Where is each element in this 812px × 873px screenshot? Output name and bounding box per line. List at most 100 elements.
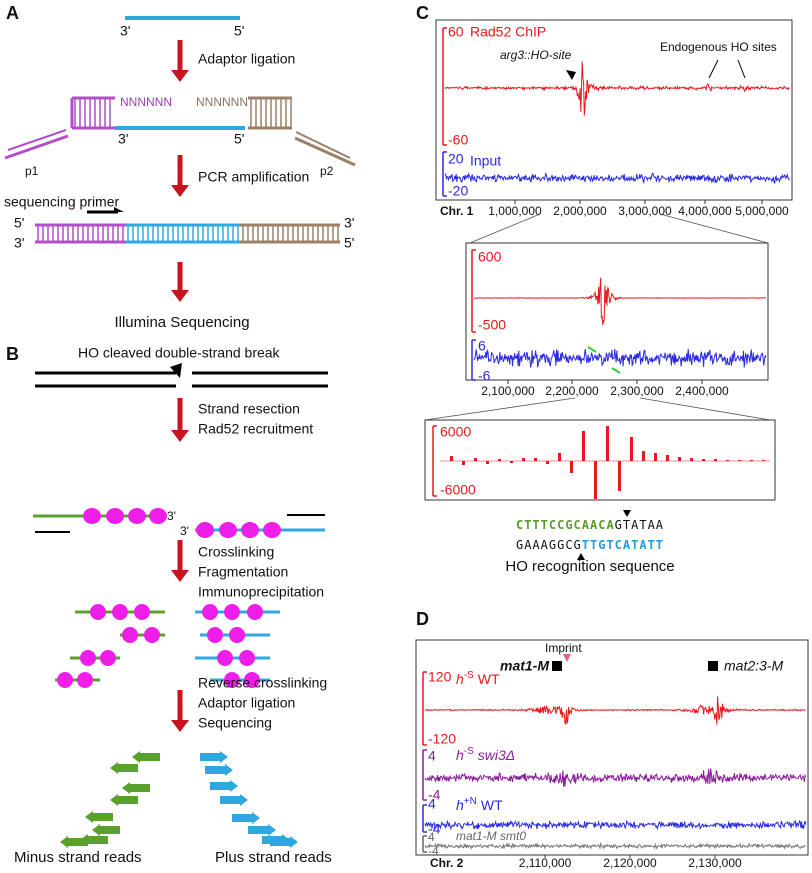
y-tick-label: 20 <box>448 151 464 167</box>
end-label: 3' <box>118 131 128 147</box>
step-text: Adaptor ligation <box>198 695 295 711</box>
primer <box>4 134 69 160</box>
zoom-line <box>424 397 576 421</box>
pointer <box>708 59 719 79</box>
track-part: -S <box>464 670 474 681</box>
pointer <box>566 70 576 80</box>
bar-shape <box>702 459 705 461</box>
frame <box>465 242 769 381</box>
rad52 <box>90 604 106 620</box>
y-tick-label: 4 <box>428 830 435 844</box>
pointer <box>577 553 585 560</box>
bar-shape <box>510 461 513 463</box>
step-text: Immunoprecipitation <box>198 584 324 600</box>
layout <box>4 16 809 858</box>
title: HO cleaved double-strand break <box>78 345 281 361</box>
rad52 <box>244 672 260 688</box>
track-name: h-S WT <box>456 670 500 687</box>
bar-shape <box>606 426 609 461</box>
annotation: arg3::HO-site <box>500 48 572 62</box>
bar-shape <box>546 461 549 464</box>
read <box>200 751 228 763</box>
track-part: WT <box>481 797 503 813</box>
y-tick-label: -6 <box>478 368 491 384</box>
y-tick-label: -6000 <box>440 482 476 498</box>
x-tick-label: 5,000,000 <box>735 204 789 218</box>
rad52 <box>134 604 150 620</box>
zoom-line <box>469 213 541 244</box>
end-label: 5' <box>234 23 244 39</box>
bar-shape <box>486 461 489 464</box>
rad52 <box>247 604 263 620</box>
seq-primer-head <box>114 207 124 212</box>
step-arrow-head <box>171 185 189 197</box>
step-text: Sequencing <box>198 715 272 731</box>
frame <box>424 419 776 501</box>
read <box>248 824 276 836</box>
bar-shape <box>582 431 585 461</box>
panel-label: D <box>416 609 429 629</box>
bar-shape <box>726 460 729 461</box>
signal-trace <box>473 348 767 368</box>
read <box>85 811 113 823</box>
signal-trace <box>444 61 790 116</box>
bar-shape <box>522 458 525 461</box>
seq-part: TTGTCATATT <box>582 538 664 552</box>
y-tick-label: -60 <box>448 132 468 148</box>
rad52 <box>229 627 245 643</box>
track-part: swi3Δ <box>478 747 515 763</box>
y-tick-label: -120 <box>428 731 456 747</box>
rad52 <box>263 522 281 538</box>
x-tick-label: 1,000,000 <box>488 204 542 218</box>
step-text: PCR amplification <box>198 169 309 185</box>
step-arrow-head <box>171 70 189 82</box>
y-tick-label: -4 <box>428 844 439 858</box>
bar-shape <box>714 459 717 461</box>
end-label: 3' <box>344 215 354 231</box>
track-part: WT <box>478 671 500 687</box>
bar-shape <box>498 459 501 461</box>
signal-trace <box>424 841 806 850</box>
pointer <box>737 59 746 79</box>
read <box>205 764 233 776</box>
end-label: 5' <box>344 235 354 251</box>
bar-shape <box>690 458 693 461</box>
bar-shape <box>474 458 477 461</box>
rad52 <box>196 522 214 538</box>
n-label: NNNNNN <box>120 95 172 109</box>
x-tick-label: 2,110,000 <box>519 856 572 870</box>
track-name: mat1-M smt0 <box>456 829 526 843</box>
x-tick-label: 3,000,000 <box>618 204 672 218</box>
annotation: Endogenous HO sites <box>660 40 777 54</box>
bar-shape <box>570 461 573 473</box>
signal-trace <box>424 696 806 726</box>
y-tick-label: 600 <box>478 249 502 265</box>
chrom-label: Chr. 2 <box>430 856 464 870</box>
x-tick-label: 4,000,000 <box>678 204 732 218</box>
panel-label: A <box>6 3 19 23</box>
chrom-label: Chr. 1 <box>440 204 474 218</box>
locus-label: mat2:3-M <box>724 658 783 674</box>
step-arrow-head <box>171 570 189 582</box>
bar-shape <box>594 461 597 499</box>
primer-label: p1 <box>25 164 39 178</box>
rad52 <box>224 672 240 688</box>
step-arrow-head <box>171 430 189 442</box>
bar-shape <box>618 461 621 491</box>
rad52 <box>241 522 259 538</box>
rad52 <box>112 604 128 620</box>
locus-label: mat1-M <box>500 658 549 674</box>
locus-box <box>552 661 562 671</box>
caption: Plus strand reads <box>215 849 332 866</box>
panel-label: B <box>6 344 19 364</box>
rad52 <box>122 627 138 643</box>
track-part: -S <box>464 746 474 757</box>
bar-shape <box>738 460 741 461</box>
bar-shape <box>630 437 633 461</box>
read <box>92 824 120 836</box>
rad52 <box>149 508 167 524</box>
rad52 <box>239 650 255 666</box>
primer <box>295 131 351 159</box>
step-arrow-head <box>171 720 189 732</box>
